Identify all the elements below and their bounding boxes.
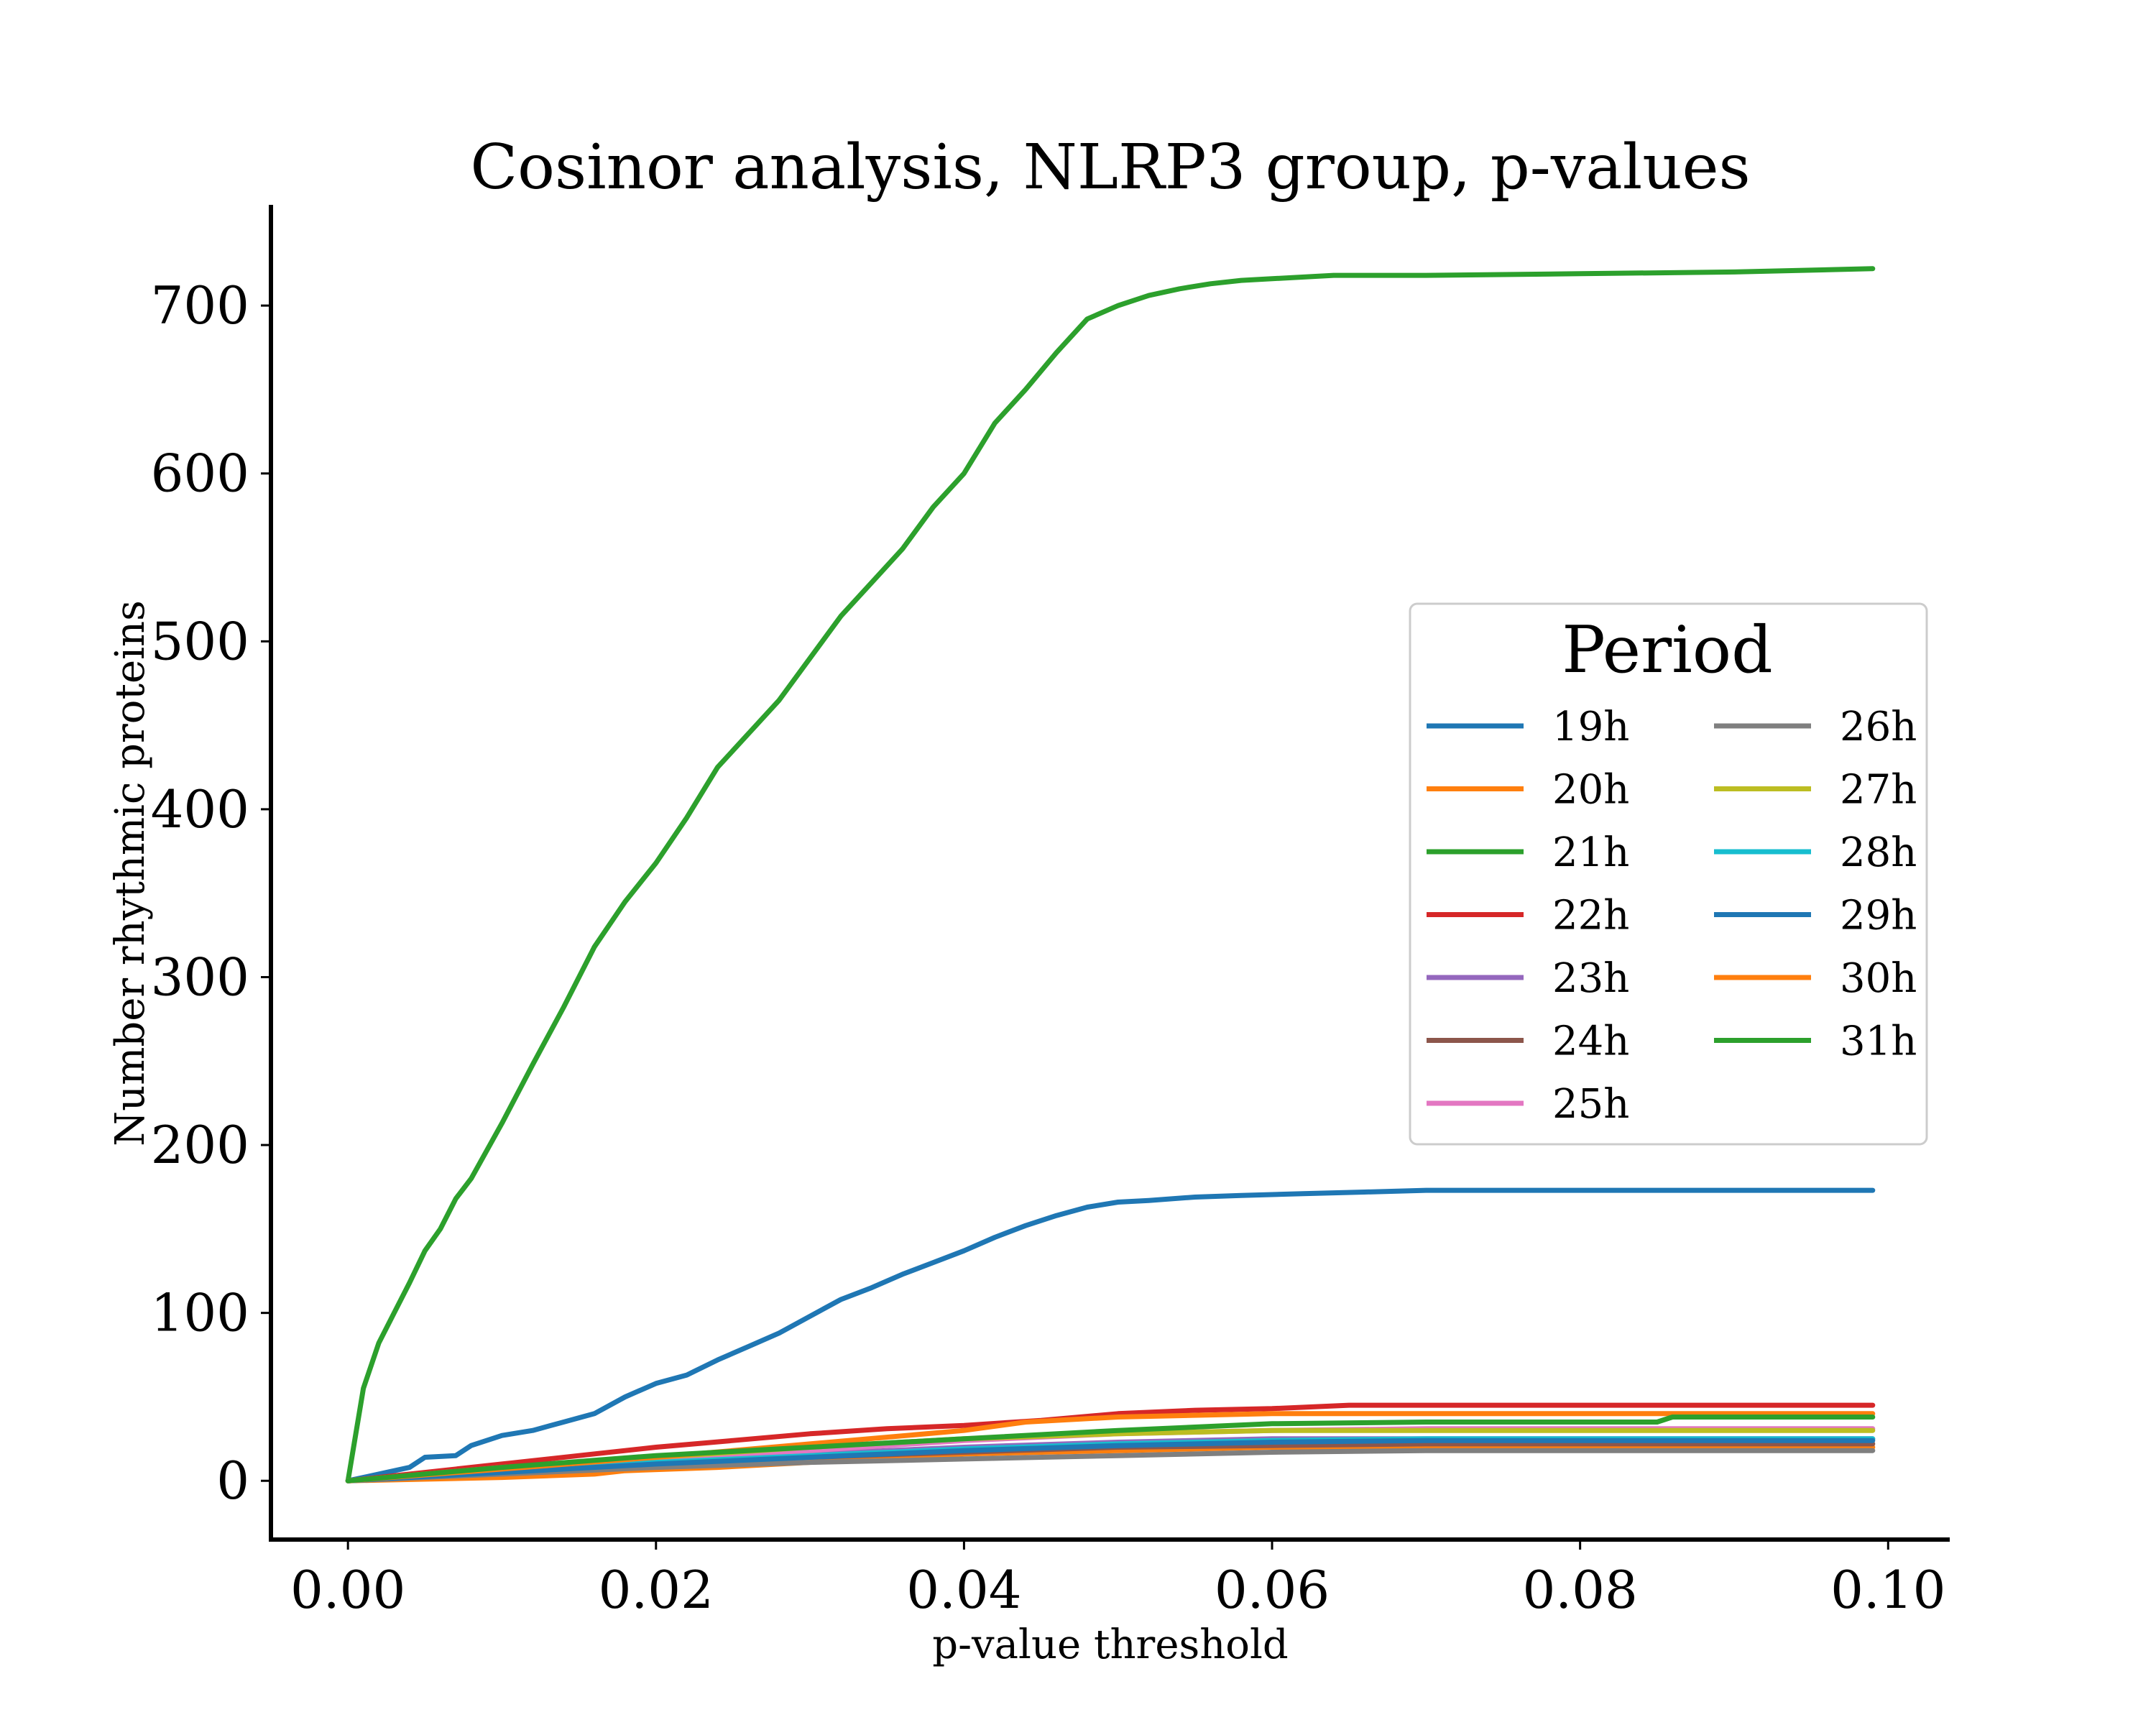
legend-label-23h: 23h [1552,955,1629,1002]
chart-title: Cosinor analysis, NLRP3 group, p-values [470,132,1750,203]
legend-label-31h: 31h [1840,1018,1917,1065]
legend-label-20h: 20h [1552,767,1629,814]
x-tick-label: 0.08 [1522,1560,1637,1620]
y-tick-label: 300 [151,947,249,1007]
series-line-31h [345,1414,1876,1484]
y-tick-label: 200 [151,1115,249,1175]
y-tick-label: 600 [151,443,249,504]
x-tick-label: 0.06 [1215,1560,1330,1620]
legend-label-29h: 29h [1840,893,1917,939]
series-line-21h [345,266,1876,1484]
legend-box [1409,602,1928,1146]
y-tick-label: 0 [216,1450,249,1511]
y-tick-label: 400 [151,779,249,840]
axes-layer [269,205,1950,1542]
x-tick-label: 0.02 [599,1560,714,1620]
legend-label-26h: 26h [1840,704,1917,750]
legend-label-28h: 28h [1840,829,1917,876]
legend: Period 19h 20h 21h 22h 23h 24h 25h 26h 27h 28h 29h… [1409,602,1928,1146]
legend-title: Period [1562,612,1772,688]
x-axis-label: p-value threshold [932,1622,1288,1668]
y-axis-label: Number rhythmic proteins [107,600,154,1146]
legend-label-25h: 25h [1552,1081,1629,1128]
legend-entries: 19h 20h 21h 22h 23h 24h 25h 26h 27h 28h 29h 30h 31h [1427,704,1917,1128]
series-layer [345,266,1876,1484]
legend-label-24h: 24h [1552,1018,1629,1065]
legend-label-22h: 22h [1552,893,1629,939]
series-line-19h [345,1187,1876,1484]
x-tick-label: 0.10 [1830,1560,1945,1620]
legend-label-19h: 19h [1552,704,1629,750]
series-line-29h [345,1438,1876,1484]
x-tick-label: 0.00 [290,1560,405,1620]
x-tick-label: 0.04 [906,1560,1021,1620]
y-tick-label: 500 [151,611,249,671]
legend-label-30h: 30h [1840,955,1917,1002]
ticks-layer: 0.00 0.02 0.04 0.06 0.08 0.10 0 100 200 300 400 500… [151,275,1946,1620]
y-tick-label: 100 [151,1283,249,1343]
y-tick-label: 700 [151,275,249,336]
legend-label-27h: 27h [1840,767,1917,814]
legend-label-21h: 21h [1552,829,1629,876]
